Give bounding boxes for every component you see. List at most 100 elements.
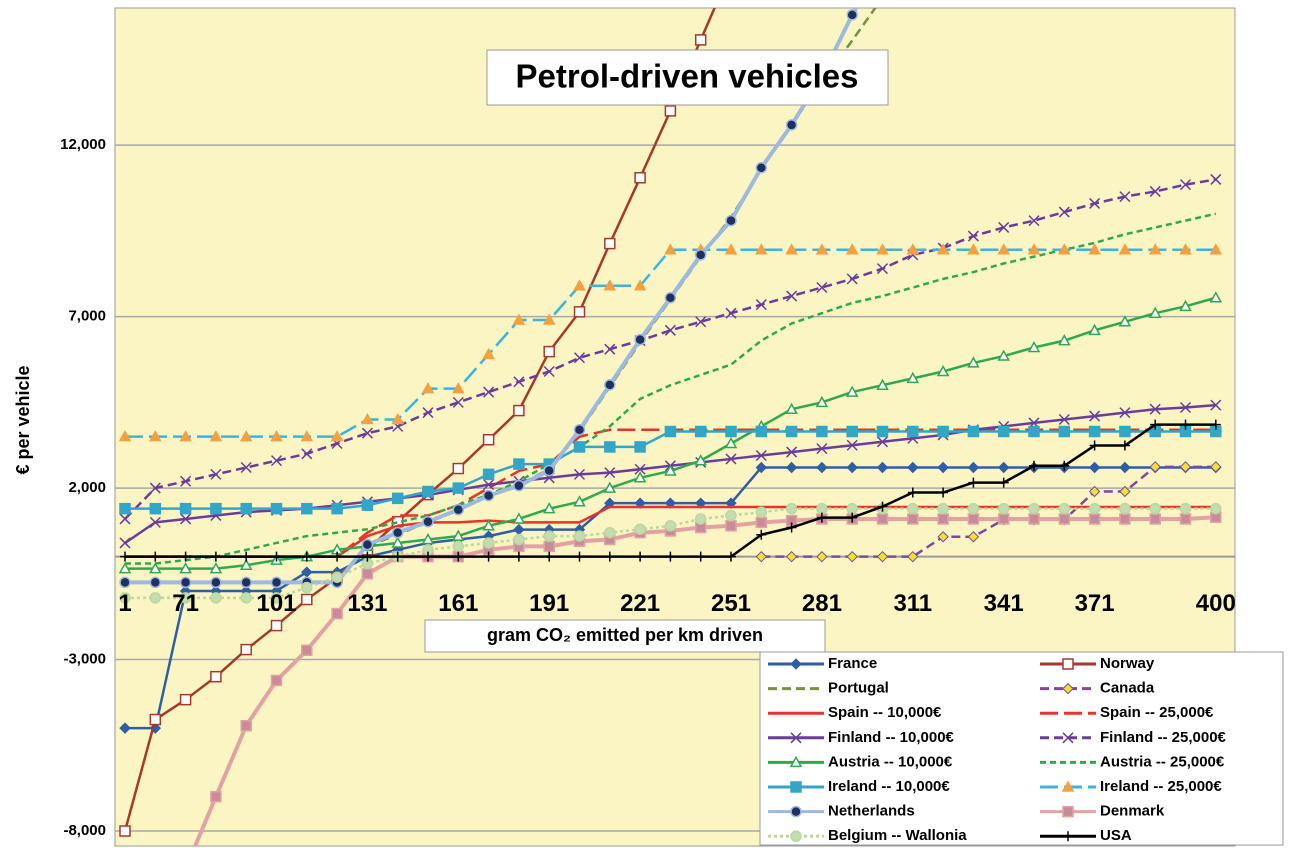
marker [785,461,798,474]
marker [513,551,524,562]
marker [421,532,435,545]
marker [786,290,798,302]
marker [1089,197,1101,209]
marker [846,439,858,451]
x-tick-label: 311 [893,590,932,617]
marker [725,509,737,522]
legend-label: Finland -- 25,000€ [1100,729,1227,746]
marker [936,364,950,377]
marker [543,530,555,542]
marker [210,468,222,480]
marker [1058,243,1071,255]
marker [907,513,919,525]
marker [1058,425,1071,438]
marker [1149,502,1161,515]
marker [603,279,617,291]
marker [1148,243,1162,255]
marker [209,562,223,574]
marker [179,576,192,589]
marker [846,502,858,515]
marker [633,279,647,291]
marker [482,489,495,502]
marker [725,425,737,438]
marker [1028,215,1040,227]
marker [846,461,858,474]
marker [967,461,980,474]
marker [543,345,555,358]
marker [301,551,312,562]
marker [301,448,313,460]
marker [149,482,161,494]
marker [240,502,252,515]
marker [846,273,858,285]
marker [513,533,525,546]
marker [240,719,252,732]
marker [149,713,162,726]
marker [816,512,827,523]
marker [391,412,404,425]
marker [907,461,919,474]
x-tick-label: 191 [529,590,569,617]
marker [422,407,434,419]
legend-label: USA [1100,827,1132,844]
marker [573,306,586,318]
marker [876,550,889,563]
y-tick-label: 7,000 [68,308,106,325]
marker [421,382,435,394]
marker [1210,502,1222,515]
marker [149,592,162,604]
marker [1149,513,1161,525]
marker [1119,440,1130,451]
marker [906,371,920,384]
marker [270,592,283,604]
marker [968,477,979,488]
legend-label: Ireland -- 25,000€ [1100,778,1222,795]
marker [604,379,616,391]
marker [1028,502,1040,515]
marker [1088,323,1101,336]
marker [150,551,161,562]
marker [604,441,616,453]
marker [240,576,252,589]
marker [241,551,252,562]
marker [301,593,313,606]
marker [755,299,767,311]
marker [361,499,374,511]
marker [907,425,919,438]
marker [664,292,677,304]
marker [604,551,615,562]
x-tick-label: 101 [256,590,296,617]
marker [1028,513,1040,525]
y-tick-label: -3,000 [63,651,106,668]
marker [361,568,374,580]
marker [482,433,495,446]
x-tick-label: 221 [620,590,660,617]
marker [790,830,802,842]
marker [785,425,798,438]
marker [967,243,980,255]
marker [452,482,465,494]
marker [876,425,889,438]
marker [1059,460,1070,471]
marker [210,790,222,803]
marker [604,343,616,355]
legend-label: France [828,655,877,672]
marker [604,237,616,250]
marker [967,356,980,368]
marker [877,501,888,512]
marker [756,529,767,540]
x-tick-label: 71 [172,590,199,617]
marker [876,243,889,255]
marker [815,395,829,408]
marker [725,453,737,465]
marker [452,396,464,408]
marker [543,365,555,378]
marker [300,430,314,442]
marker [725,214,737,227]
legend: France Norway Portugal Canada Spain -- 10,00… [768,655,1227,844]
marker [180,551,191,562]
marker [573,441,586,453]
marker [997,243,1010,255]
